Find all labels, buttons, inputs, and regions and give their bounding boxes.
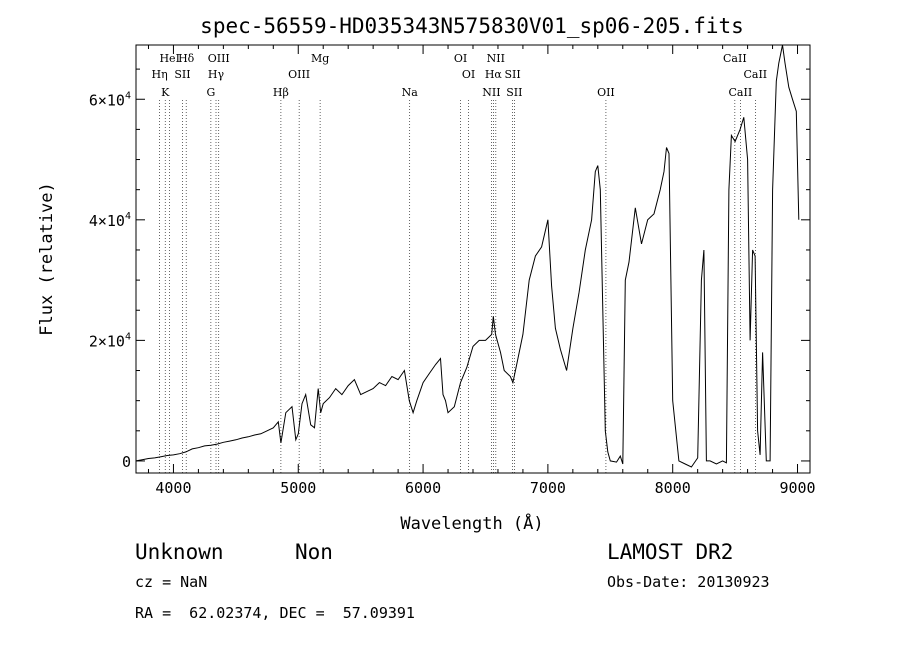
ra-dec-value: RA = 62.02374, DEC = 57.09391 xyxy=(135,604,415,622)
line-label: CaII xyxy=(743,68,767,81)
x-tick-label: 7000 xyxy=(530,479,566,497)
line-label: CaII xyxy=(723,52,747,65)
y-tick-exponent: 4 xyxy=(125,211,131,222)
y-tick-label: 6×104 xyxy=(89,90,131,109)
y-tick-exponent: 4 xyxy=(125,90,131,101)
y-tick-label: 4×104 xyxy=(89,211,131,230)
x-axis-ticks: 4000 5000 6000 7000 8000 9000 xyxy=(147,45,816,497)
line-label: Na xyxy=(402,86,419,99)
chart-title: spec-56559-HD035343N575830V01_sp06-205.f… xyxy=(200,14,744,38)
line-label: SII xyxy=(174,68,190,81)
line-label: SII xyxy=(504,68,520,81)
line-label: Hβ xyxy=(273,86,289,99)
x-axis-label: Wavelength (Å) xyxy=(400,512,543,534)
x-tick-label: 5000 xyxy=(280,479,316,497)
y-tick-label: 2×104 xyxy=(89,331,131,350)
line-label: Hα xyxy=(485,68,503,81)
line-label: Hγ xyxy=(208,68,225,81)
y-tick-label: 0 xyxy=(122,453,131,471)
line-label: Mg xyxy=(311,52,329,65)
line-label: K xyxy=(161,86,170,99)
line-label: CaII xyxy=(729,86,753,99)
x-tick-label: 8000 xyxy=(655,479,691,497)
obs-date-value: Obs-Date: 20130923 xyxy=(607,573,770,591)
line-label: NII xyxy=(487,52,505,65)
x-tick-label: 6000 xyxy=(405,479,441,497)
line-label: OI xyxy=(454,52,467,65)
y-tick-base: 4×10 xyxy=(89,212,125,230)
plot-frame xyxy=(135,44,811,474)
x-tick-label: 9000 xyxy=(779,479,815,497)
y-axis-label: Flux (relative) xyxy=(37,182,57,336)
line-label: OII xyxy=(597,86,615,99)
object-class-label: Unknown xyxy=(135,540,224,564)
y-tick-exponent: 4 xyxy=(125,331,131,342)
emission-line-markers: HηKHeISIIHδGHγOIIIHβOIIIMgNaOIOINIIHαNII… xyxy=(151,52,767,473)
line-label: SII xyxy=(506,86,522,99)
line-label: OI xyxy=(462,68,475,81)
y-tick-base: 6×10 xyxy=(89,91,125,109)
line-label: G xyxy=(206,86,215,99)
line-label: Hη xyxy=(151,68,167,81)
object-subclass-label: Non xyxy=(295,540,333,564)
cz-value: cz = NaN xyxy=(135,573,208,591)
x-tick-label: 4000 xyxy=(155,479,191,497)
line-label: HeI xyxy=(159,52,179,65)
line-label: NII xyxy=(482,86,500,99)
survey-label: LAMOST DR2 xyxy=(607,540,734,564)
line-label: Hδ xyxy=(178,52,195,65)
line-label: OIII xyxy=(208,52,230,65)
line-label: OIII xyxy=(288,68,310,81)
y-tick-base: 2×10 xyxy=(89,332,125,350)
y-tick-base: 0 xyxy=(122,453,131,471)
spectrum-line xyxy=(135,44,800,468)
